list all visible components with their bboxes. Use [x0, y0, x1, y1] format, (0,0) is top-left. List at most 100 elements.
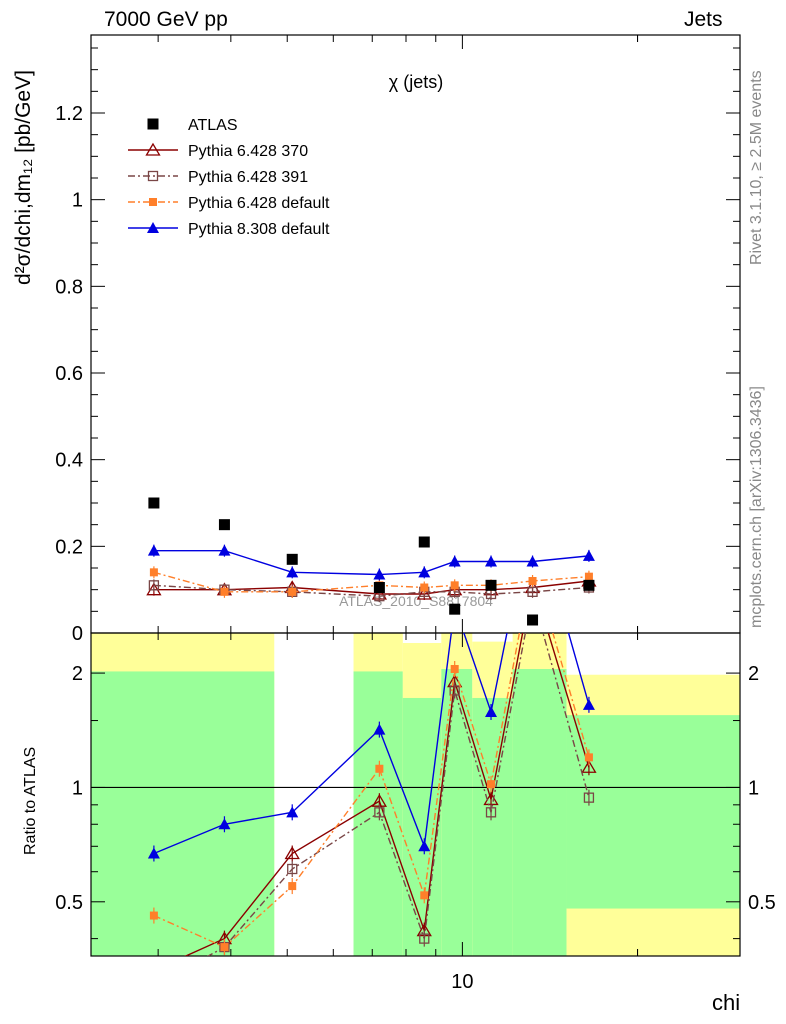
plot-title: χ (jets) — [389, 72, 443, 92]
data-point-atlas — [527, 614, 539, 626]
ratio-point-pythia-8-308-default — [418, 840, 431, 852]
data-point-pythia-6-428-default — [528, 577, 537, 585]
ratio-uncertainty-bands — [91, 633, 740, 956]
legend: ATLAS Pythia 6.428 370 Pythia 6.428 391 Pyt… — [128, 117, 330, 238]
ratio-y-tick-label: 1 — [72, 777, 83, 799]
y-axis-label: d²σ/dchi,dm₁₂ [pb/GeV] — [12, 70, 35, 285]
ratio-point-pythia-8-308-default — [286, 806, 299, 818]
legend-label: Pythia 6.428 370 — [188, 143, 308, 160]
ratio-point-pythia-6-428-default — [220, 943, 229, 952]
ratio-point-pythia-6-428-391 — [583, 792, 595, 803]
ratio-point-pythia-6-428-370 — [581, 760, 597, 773]
data-point-pythia-8-308-default — [373, 568, 386, 580]
x-axis-label: chi — [712, 990, 741, 1015]
legend-label: ATLAS — [188, 117, 238, 134]
ratio-y-tick-label: 2 — [72, 663, 83, 685]
ratio-series-group — [147, 500, 597, 991]
ratio-band-green — [512, 669, 567, 956]
ratio-band-green — [353, 671, 403, 956]
ratio-y-tick-label-right: 2 — [748, 663, 759, 685]
y-tick-label: 0.4 — [55, 450, 83, 472]
legend-label: Pythia 6.428 default — [188, 195, 330, 212]
ratio-point-pythia-6-428-default — [420, 891, 429, 900]
ratio-point-pythia-6-428-391 — [419, 933, 430, 944]
ratio-point-pythia-6-428-391 — [449, 685, 460, 696]
y-tick-label: 0.2 — [55, 536, 83, 558]
ratio-point-pythia-6-428-370 — [147, 964, 160, 975]
header-process-label: Jets — [684, 8, 723, 31]
ratio-point-pythia-8-308-default — [527, 500, 539, 511]
y-tick-label: 1.2 — [55, 103, 83, 125]
legend-label: Pythia 8.308 default — [188, 221, 330, 238]
main-series-group — [146, 497, 597, 626]
data-point-pythia-8-308-default — [218, 544, 231, 556]
ratio-point-pythia-6-428-391 — [485, 807, 497, 818]
ratio-plot-frame — [90, 632, 741, 957]
data-point-pythia-8-308-default — [448, 555, 461, 567]
data-point-atlas — [286, 553, 298, 565]
data-point-atlas — [583, 579, 595, 591]
data-point-pythia-8-308-default — [286, 566, 299, 578]
data-point-pythia-6-428-391 — [148, 580, 160, 591]
analysis-watermark: ATLAS_2010_S8817804 — [339, 593, 493, 609]
data-point-pythia-6-428-391 — [527, 586, 538, 597]
data-point-pythia-8-308-default — [147, 544, 160, 556]
ratio-point-pythia-8-308-default — [373, 723, 386, 735]
data-point-atlas — [373, 582, 385, 593]
ratio-y-axis-label: Ratio to ATLAS — [22, 746, 39, 855]
x-tick-label: 10 — [451, 971, 473, 993]
data-point-atlas — [485, 579, 497, 591]
data-point-atlas — [218, 519, 230, 531]
data-point-pythia-6-428-370 — [146, 582, 162, 596]
data-point-pythia-8-308-default — [582, 549, 595, 561]
data-point-pythia-6-428-default — [220, 587, 229, 596]
ratio-y-tick-label-right: 0.5 — [748, 892, 776, 914]
mcplots-credit-label: mcplots.cern.ch [arXiv:1306.3436] — [748, 386, 765, 628]
data-point-pythia-8-308-default — [418, 566, 431, 578]
ratio-point-pythia-6-428-default — [487, 780, 496, 789]
data-point-pythia-6-428-default — [149, 568, 158, 577]
ratio-band-green — [566, 715, 740, 909]
data-point-pythia-6-428-370 — [416, 586, 432, 600]
y-tick-label: 0.8 — [55, 276, 83, 298]
ratio-band-green — [472, 697, 513, 956]
ratio-point-pythia-6-428-default — [288, 882, 297, 891]
ratio-point-pythia-6-428-default — [375, 764, 384, 773]
ratio-line-pythia-6-428-default — [153, 633, 590, 948]
y-tick-label: 0 — [72, 623, 83, 645]
ratio-point-pythia-8-308-default — [218, 818, 231, 830]
ratio-point-pythia-8-308-default — [485, 705, 498, 717]
series-line-pythia-8-308-default — [153, 549, 589, 576]
ratio-point-pythia-6-428-default — [149, 911, 158, 920]
data-point-pythia-6-428-default — [584, 572, 593, 581]
legend-marker-atlas — [147, 118, 159, 130]
legend-label: Pythia 6.428 391 — [188, 169, 308, 186]
legend-marker-pythia-6-428-391 — [147, 170, 159, 182]
ratio-point-pythia-6-428-391 — [149, 982, 158, 991]
ratio-y-tick-label-right: 1 — [748, 777, 759, 799]
ratio-y-tick-label: 0.5 — [55, 892, 83, 914]
ratio-point-pythia-6-428-391 — [287, 863, 298, 875]
data-point-atlas — [418, 536, 430, 548]
ratio-band-green — [441, 669, 473, 956]
legend-marker-pythia-8-308-default — [147, 222, 159, 233]
header-energy-label: 7000 GeV pp — [104, 8, 228, 31]
ratio-band-green — [402, 697, 442, 956]
ratio-point-pythia-6-428-391 — [374, 807, 385, 818]
y-tick-label: 1 — [72, 190, 83, 212]
ratio-point-pythia-8-308-default — [147, 847, 160, 859]
data-point-pythia-8-308-default — [526, 555, 539, 567]
legend-marker-pythia-6-428-default — [149, 198, 157, 206]
data-point-pythia-6-428-default — [420, 583, 429, 592]
data-point-pythia-8-308-default — [485, 555, 498, 567]
data-point-pythia-6-428-default — [288, 587, 297, 596]
legend-marker-pythia-6-428-370 — [145, 142, 161, 156]
data-point-atlas — [449, 603, 461, 615]
ratio-band-green — [91, 671, 275, 956]
ratio-point-pythia-6-428-default — [584, 753, 593, 762]
ratio-point-pythia-6-428-370 — [284, 846, 300, 860]
data-point-atlas — [148, 497, 160, 509]
ratio-point-pythia-8-308-default — [582, 698, 595, 710]
y-tick-label: 0.6 — [55, 363, 83, 385]
